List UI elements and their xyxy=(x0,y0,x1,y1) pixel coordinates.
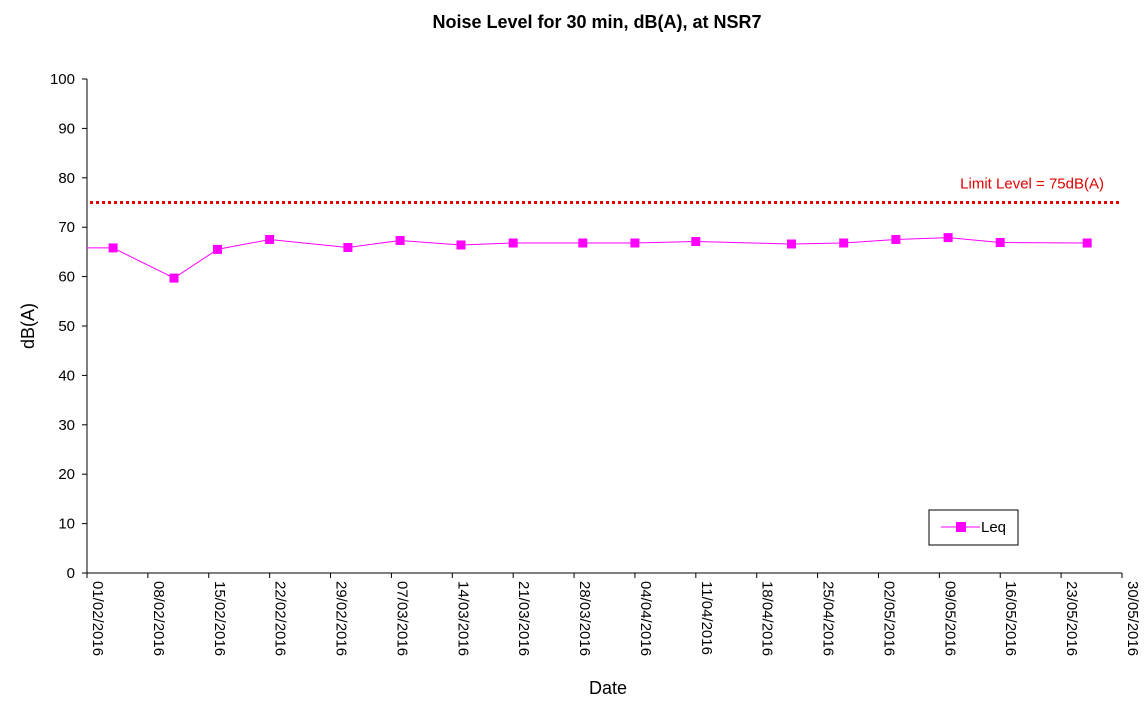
x-tick-label: 01/02/2016 xyxy=(89,581,106,656)
y-tick-label: 100 xyxy=(50,71,75,88)
y-axis-title: dB(A) xyxy=(18,303,38,349)
x-tick-label: 22/02/2016 xyxy=(272,581,289,656)
x-tick-label: 02/05/2016 xyxy=(880,581,897,656)
legend-label: Leq xyxy=(981,519,1006,536)
x-tick-label: 21/03/2016 xyxy=(515,581,532,656)
x-tick-label: 09/05/2016 xyxy=(941,581,958,656)
legend: Leq xyxy=(928,509,1019,546)
x-tick-label: 07/03/2016 xyxy=(393,581,410,656)
x-tick-label: 16/05/2016 xyxy=(1002,581,1019,656)
plot-area: 0 10 20 30 40 50 60 70 80 90 100 01/02/2016 08/02/2… xyxy=(50,71,1141,656)
x-tick-label: 18/04/2016 xyxy=(759,581,776,656)
limit-label: Limit Level = 75dB(A) xyxy=(960,176,1104,193)
y-ticks: 0 10 20 30 40 50 60 70 80 90 100 xyxy=(50,71,87,582)
y-tick-label: 10 xyxy=(58,516,75,533)
series-group xyxy=(87,233,1092,283)
data-point xyxy=(343,243,353,252)
y-tick-label: 30 xyxy=(58,417,75,434)
y-tick-label: 40 xyxy=(58,367,75,384)
data-point xyxy=(265,235,275,244)
data-point xyxy=(578,238,588,248)
x-tick-label: 15/02/2016 xyxy=(211,581,228,656)
data-point xyxy=(839,238,849,248)
data-point xyxy=(1082,238,1092,248)
data-point xyxy=(891,235,901,244)
x-tick-label: 25/04/2016 xyxy=(820,581,837,656)
x-axis-title: Date xyxy=(589,678,627,698)
y-tick-label: 80 xyxy=(58,170,75,187)
data-point xyxy=(630,238,640,248)
data-point xyxy=(213,244,222,254)
x-tick-label: 11/04/2016 xyxy=(698,581,715,655)
x-tick-label: 29/02/2016 xyxy=(333,581,350,656)
limit-line-group: Limit Level = 75dB(A) xyxy=(90,176,1122,204)
data-point xyxy=(995,238,1005,247)
data-point xyxy=(395,236,405,245)
data-point xyxy=(943,233,953,243)
y-tick-label: 60 xyxy=(58,269,75,286)
legend-marker xyxy=(956,522,966,532)
x-tick-label: 23/05/2016 xyxy=(1063,581,1080,656)
y-tick-label: 20 xyxy=(58,466,75,483)
x-tick-label: 30/05/2016 xyxy=(1124,581,1141,656)
data-point xyxy=(787,239,796,249)
data-point xyxy=(508,238,518,248)
data-point xyxy=(691,237,701,246)
x-tick-label: 28/03/2016 xyxy=(576,581,593,656)
chart-title: Noise Level for 30 min, dB(A), at NSR7 xyxy=(432,12,761,32)
x-ticks: 01/02/2016 08/02/2016 15/02/2016 22/02/2016… xyxy=(86,573,1141,656)
x-tick-label: 08/02/2016 xyxy=(150,581,167,656)
data-point xyxy=(169,273,179,283)
data-point xyxy=(108,243,118,253)
x-tick-label: 14/03/2016 xyxy=(454,581,471,656)
y-tick-label: 90 xyxy=(58,120,75,137)
y-tick-label: 0 xyxy=(67,565,75,582)
data-point xyxy=(456,240,466,250)
y-tick-label: 50 xyxy=(58,318,75,335)
y-tick-label: 70 xyxy=(58,219,75,236)
series-line xyxy=(87,237,1088,279)
x-tick-label: 04/04/2016 xyxy=(637,581,654,656)
